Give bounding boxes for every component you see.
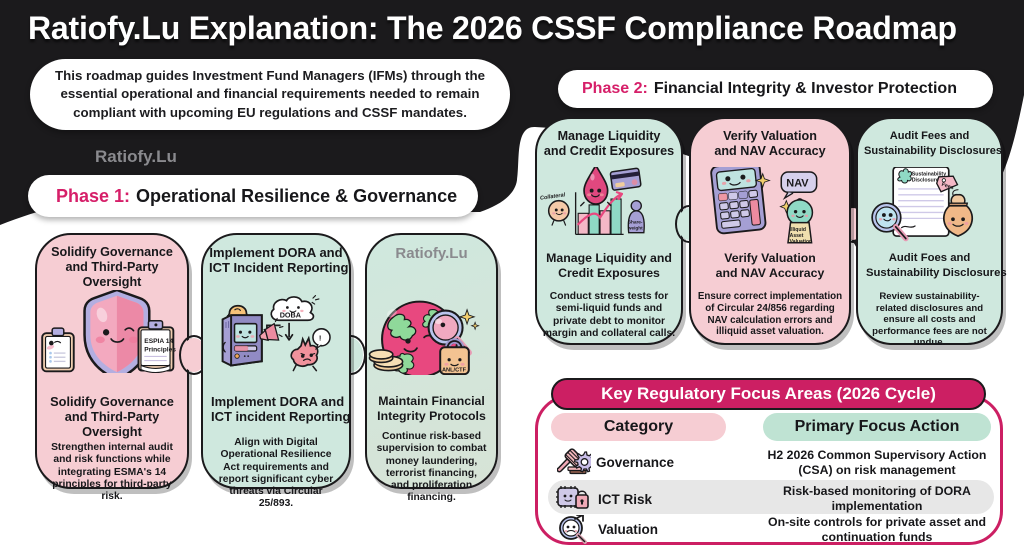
svg-text:Principles: Principles [144,346,176,353]
svg-text:Valuation: Valuation [790,239,812,245]
svg-text:DOBA: DOBA [280,311,302,320]
svg-text:NAV: NAV [786,177,809,189]
svg-text:ESPIA 14: ESPIA 14 [144,338,173,345]
svg-text:ANL/CTF: ANL/CTF [442,367,467,373]
svg-text:Share-: Share- [628,219,643,224]
svg-text:weight: weight [627,225,643,230]
svg-text:Collateral: Collateral [540,192,566,202]
svg-text:!: ! [319,334,322,343]
